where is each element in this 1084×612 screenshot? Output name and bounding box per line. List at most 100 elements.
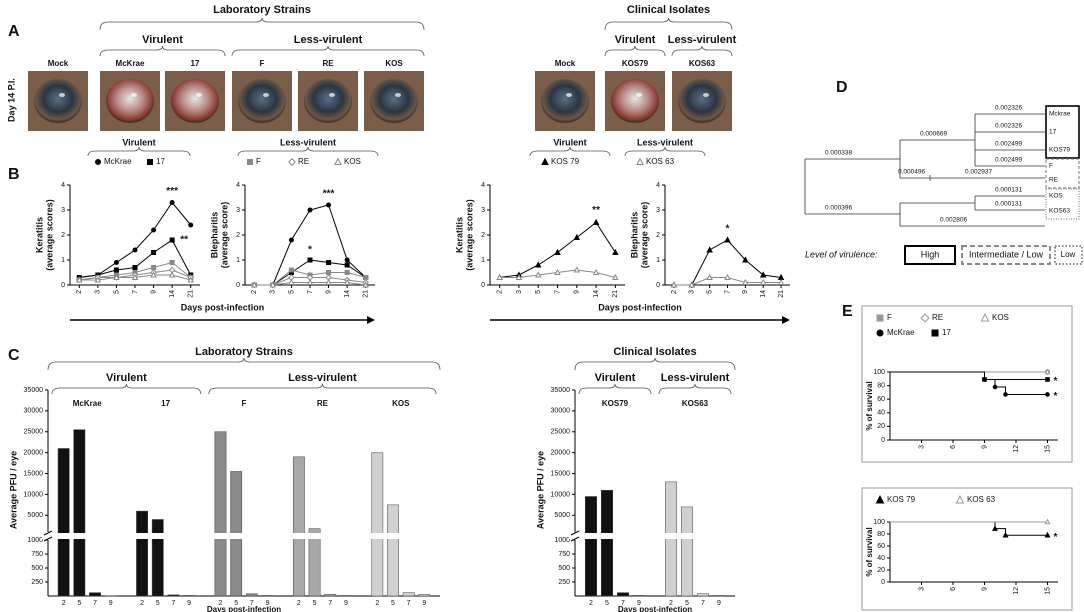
x-tick-label: 6: [950, 445, 957, 449]
point: [1044, 368, 1051, 375]
branch-length: 0.002806: [940, 217, 967, 224]
annotation: **: [592, 205, 600, 216]
eye-glint: [196, 93, 202, 97]
branch-length: 0.000131: [995, 201, 1022, 208]
x-tick-label: 2: [251, 290, 258, 294]
point: [688, 281, 696, 288]
x-tick-label: 3: [918, 445, 925, 449]
point: [113, 273, 120, 280]
x-tick-label: 21: [363, 290, 370, 298]
annotation: ***: [166, 186, 178, 197]
y-tick-label: 10000: [551, 491, 571, 498]
eye-glint: [131, 93, 137, 97]
leaf-label: KOS63: [1049, 208, 1070, 215]
y-tick-label: 15000: [551, 470, 571, 477]
bracket: [47, 357, 441, 371]
y-tick-label: 20: [877, 567, 885, 574]
x-tick-label: 7: [171, 600, 175, 607]
tree-labels: 0.000338 0.000669 0.002326 0.002326 0.00…: [805, 105, 1076, 260]
photo-label: Mock: [48, 59, 69, 68]
subgroup-label: Less-virulent: [668, 34, 737, 46]
y-tick-label: 60: [877, 543, 885, 550]
legend-label: KOS: [344, 157, 361, 166]
subgroup-label: Virulent: [615, 34, 656, 46]
point: [188, 222, 194, 228]
point: [742, 256, 749, 263]
point: [131, 273, 139, 280]
legend-marker: [288, 158, 296, 166]
bracket: [99, 45, 226, 57]
bar: [632, 595, 646, 597]
point: [573, 266, 581, 273]
legend-marker: [876, 314, 884, 322]
legend-group: Less-virulent: [280, 137, 336, 147]
y-axis-label: Keratitis: [34, 217, 44, 253]
y-tick-label: 25000: [24, 429, 44, 436]
y-tick-label: 0: [881, 579, 885, 586]
point: [344, 257, 350, 263]
x-axis-label: Days post-infection: [598, 302, 682, 312]
annotation: *: [308, 245, 312, 256]
bar: [402, 592, 415, 597]
legend-label: 17: [156, 157, 165, 166]
bracket: [87, 146, 191, 157]
y-tick-label: 80: [877, 531, 885, 538]
group-label: Less-virulent: [288, 372, 357, 384]
legend-marker: [931, 329, 939, 337]
phylogenetic-tree: [804, 105, 1083, 265]
legend-intermediate: [961, 245, 1051, 265]
y-tick-label: 20: [877, 423, 885, 430]
eye-glint: [395, 93, 401, 97]
eye-glint: [566, 93, 572, 97]
bar: [292, 456, 305, 597]
x-tick-label: 3: [516, 290, 523, 294]
legend-high: [904, 245, 956, 265]
point: [343, 278, 351, 285]
y-tick-label: 35000: [551, 387, 571, 394]
y-tick-label: 1000: [554, 537, 570, 544]
x-tick-label: 5: [288, 290, 295, 294]
axis-break: [42, 533, 442, 539]
legend-label: High: [921, 249, 940, 259]
y-tick-label: 15000: [24, 470, 44, 477]
bar: [324, 594, 337, 597]
y-tick-label: 60: [877, 396, 885, 403]
x-axis-label: Days post-infection: [207, 605, 281, 612]
survival-curve: [890, 521, 1048, 536]
x-tick-label: 7: [701, 600, 705, 607]
x-tick-label: 9: [574, 290, 581, 294]
point: [251, 281, 258, 288]
point: [151, 250, 157, 255]
bracket: [604, 45, 666, 57]
row-label: Day 14 P.I.: [6, 78, 16, 122]
bracket: [51, 383, 202, 395]
bar: [73, 429, 86, 597]
legend-marker: [875, 495, 885, 504]
x-tick-label: 9: [422, 600, 426, 607]
point: [1044, 518, 1051, 525]
y-tick-label: 2: [656, 232, 660, 239]
group-title: Laboratory Strains: [213, 4, 311, 16]
survival-box: [861, 305, 1073, 463]
point: [151, 227, 157, 233]
x-tick-label: 9: [150, 290, 157, 294]
legend-label: RE: [932, 313, 943, 322]
point: [534, 271, 542, 278]
point: [777, 278, 785, 285]
x-tick-label: 2: [297, 600, 301, 607]
x-tick-label: 9: [325, 290, 332, 294]
x-tick-label: 7: [250, 600, 254, 607]
point: [592, 268, 600, 275]
panel-letter: D: [836, 79, 848, 96]
x-tick-label: 7: [132, 290, 139, 294]
eye: [541, 79, 589, 123]
x-tick-label: 15: [1044, 445, 1051, 453]
point: [326, 260, 332, 265]
y-tick-label: 0: [881, 437, 885, 444]
point: [306, 278, 314, 285]
y-tick-label: 1: [61, 257, 65, 264]
legend-group: Virulent: [553, 137, 586, 147]
x-tick-label: 14: [760, 290, 767, 298]
y-tick-label: 30000: [551, 408, 571, 415]
